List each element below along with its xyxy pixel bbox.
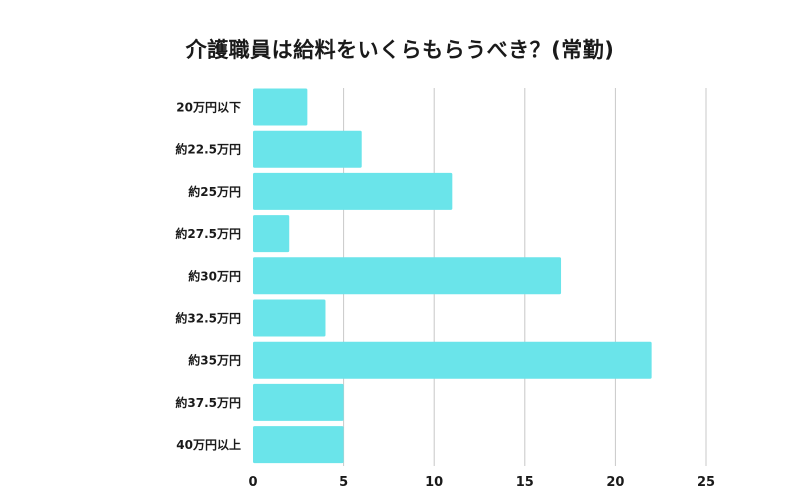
category-label: 約27.5万円 [175,226,241,241]
bars [253,88,652,464]
x-tick-label: 25 [697,475,715,490]
bar [253,299,326,337]
category-label: 約37.5万円 [175,395,241,410]
category-label: 20万円以下 [176,101,241,115]
bar [253,383,344,421]
bar [253,426,344,464]
x-tick-label: 5 [339,475,348,490]
bar [253,88,308,126]
x-tick-label: 15 [516,475,534,490]
category-label: 約22.5万円 [175,142,241,157]
x-tick-label: 0 [248,475,257,490]
bar [253,215,290,253]
category-labels: 20万円以下約22.5万円約25万円約27.5万円約30万円約32.5万円約35… [175,101,241,453]
chart-title: 介護職員は給料をいくらもらうべき？(常勤) [185,38,615,62]
x-tick-label: 10 [425,475,443,490]
category-label: 約32.5万円 [175,311,241,326]
bar [253,172,453,210]
bar [253,341,652,379]
bar [253,130,362,168]
category-label: 約25万円 [188,184,241,199]
category-label: 約30万円 [188,268,241,283]
bar [253,257,562,295]
x-tick-label: 20 [606,475,624,490]
category-label: 約35万円 [188,353,241,368]
x-tick-labels: 0 5 10 15 20 25 [248,475,715,490]
category-label: 40万円以上 [176,437,241,452]
